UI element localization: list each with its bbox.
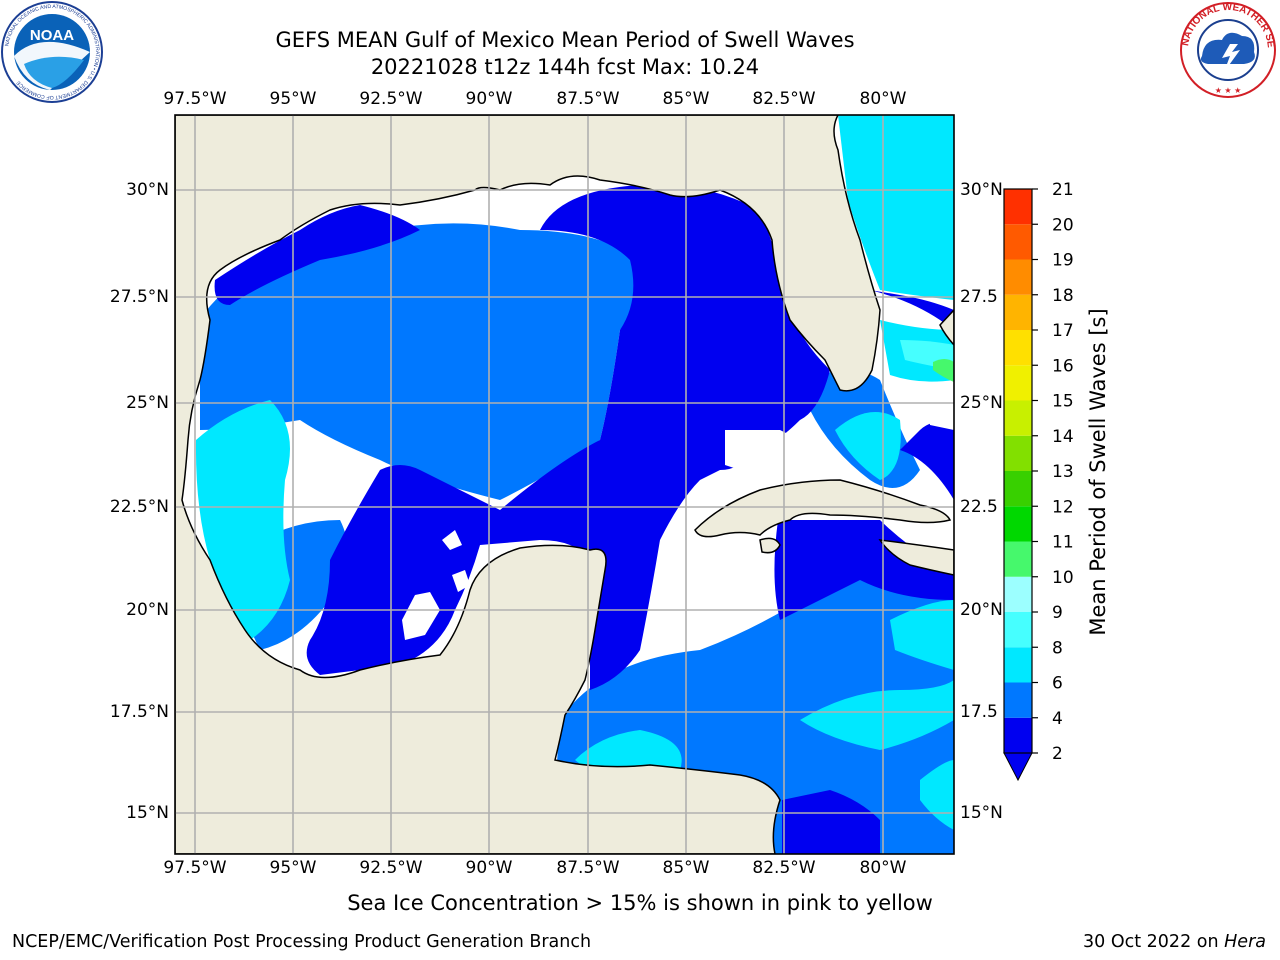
colorbar-tick-label: 11 — [1052, 533, 1074, 553]
lon-label-top: 90°W — [465, 89, 513, 109]
colorbar-segment — [1004, 259, 1032, 295]
colorbar-tick-label: 19 — [1052, 251, 1074, 271]
colorbar-tick-label: 18 — [1052, 286, 1074, 306]
colorbar-segment — [1004, 330, 1032, 366]
colorbar-segment — [1004, 189, 1032, 225]
colorbar-tick-label: 20 — [1052, 215, 1074, 235]
colorbar-tick-label: 13 — [1052, 462, 1074, 482]
lon-label-bottom: 87.5°W — [556, 858, 620, 878]
lat-label-right: 27.5 — [960, 287, 998, 307]
footer-right: 30 Oct 2022 on Hera — [1083, 932, 1266, 952]
lat-label-right: 22.5 — [960, 497, 998, 517]
lon-label-top: 95°W — [269, 89, 317, 109]
colorbar-extend-min — [1003, 752, 1033, 782]
colorbar-segment — [1004, 224, 1032, 260]
colorbar-tick-label: 14 — [1052, 427, 1074, 447]
colorbar-tick-label: 17 — [1052, 321, 1074, 341]
colorbar-segment — [1004, 576, 1032, 612]
lat-label-left: 30°N — [126, 180, 169, 200]
svg-text:★ ★ ★: ★ ★ ★ — [1215, 86, 1242, 95]
footer-date: 30 Oct 2022 on — [1083, 932, 1225, 952]
lat-label-left: 17.5°N — [109, 702, 169, 722]
lon-label-bottom: 97.5°W — [163, 858, 227, 878]
lat-label-right: 17.5 — [960, 702, 998, 722]
colorbar-tick-label: 10 — [1052, 568, 1074, 588]
colorbar-segment — [1004, 717, 1032, 753]
colorbar-tick-label: 8 — [1052, 638, 1063, 658]
lon-label-bottom: 92.5°W — [359, 858, 423, 878]
colorbar-segment — [1004, 294, 1032, 330]
lat-label-left: 20°N — [126, 600, 169, 620]
lat-label-right: 30°N — [960, 180, 1003, 200]
colorbar-segment — [1004, 612, 1032, 648]
colorbar-segment — [1004, 471, 1032, 507]
lon-label-bottom: 80°W — [859, 858, 907, 878]
footer-left: NCEP/EMC/Verification Post Processing Pr… — [12, 932, 592, 952]
colorbar-tick-label: 9 — [1052, 603, 1063, 623]
colorbar-segment — [1004, 435, 1032, 471]
colorbar: 2 4 6 8 9 10 11 12 13 14 15 16 17 18 19 20 21 — [1003, 180, 1074, 782]
colorbar-segment — [1004, 506, 1032, 542]
lon-label-top: 80°W — [859, 89, 907, 109]
colorbar-tick-label: 4 — [1052, 709, 1063, 729]
lon-label-bottom: 95°W — [269, 858, 317, 878]
lat-label-left: 27.5°N — [109, 287, 169, 307]
lon-label-bottom: 82.5°W — [752, 858, 816, 878]
lat-label-right: 20°N — [960, 600, 1003, 620]
colorbar-label: Mean Period of Swell Waves [s] — [1086, 308, 1110, 636]
graticule — [175, 115, 954, 854]
chart-title: GEFS MEAN Gulf of Mexico Mean Period of … — [275, 28, 855, 52]
colorbar-tick-label: 15 — [1052, 392, 1074, 412]
colorbar-tick-label: 6 — [1052, 674, 1063, 694]
noaa-logo-text: NOAA — [30, 27, 74, 44]
colorbar-segment — [1004, 365, 1032, 401]
lat-label-right: 25°N — [960, 393, 1003, 413]
colorbar-segment — [1004, 400, 1032, 436]
colorbar-segment — [1004, 541, 1032, 577]
lon-label-top: 92.5°W — [359, 89, 423, 109]
lon-label-top: 82.5°W — [752, 89, 816, 109]
sea-ice-caption: Sea Ice Concentration > 15% is shown in … — [347, 891, 933, 915]
noaa-logo: NOAA NATIONAL OCEANIC AND ATMOSPHERIC AD… — [1, 1, 103, 103]
colorbar-tick-label: 2 — [1052, 744, 1063, 764]
colorbar-tick-label: 21 — [1052, 180, 1074, 200]
nws-logo: NATIONAL WEATHER SERVICE ★ ★ ★ — [1178, 0, 1276, 98]
colorbar-segment — [1004, 682, 1032, 718]
chart-subtitle: 20221028 t12z 144h fcst Max: 10.24 — [370, 55, 760, 79]
colorbar-tick-label: 16 — [1052, 356, 1074, 376]
lon-label-bottom: 85°W — [662, 858, 710, 878]
lon-label-top: 87.5°W — [556, 89, 620, 109]
lon-label-top: 97.5°W — [163, 89, 227, 109]
lat-label-left: 25°N — [126, 393, 169, 413]
lat-label-right: 15°N — [960, 803, 1003, 823]
colorbar-tick-label: 12 — [1052, 497, 1074, 517]
lat-label-left: 15°N — [126, 803, 169, 823]
lat-label-left: 22.5°N — [109, 497, 169, 517]
footer-machine: Hera — [1224, 932, 1266, 952]
lon-label-top: 85°W — [662, 89, 710, 109]
colorbar-segment — [1004, 647, 1032, 683]
lon-label-bottom: 90°W — [465, 858, 513, 878]
